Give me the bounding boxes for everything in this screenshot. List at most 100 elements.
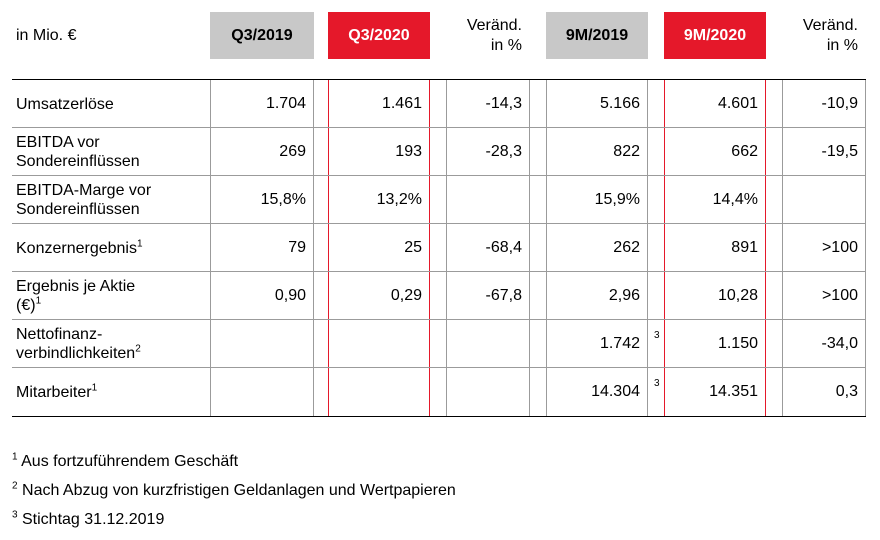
cell-9m-2019: 5.166: [599, 95, 640, 112]
cell-9m-2020: 891: [731, 239, 758, 256]
cell-q3-2019: 79: [288, 239, 306, 256]
cell-q3-2019: 0,90: [274, 287, 306, 304]
cell-q3-2020: [328, 320, 430, 368]
row-label-line2: Sondereinflüssen: [16, 153, 140, 170]
row-label-line1: Ergebnis je Aktie: [16, 278, 136, 295]
cell-q3-2019: 269: [279, 143, 306, 160]
footnote-2: 2 Nach Abzug von kurzfristigen Geldanlag…: [12, 481, 456, 500]
row-divider: [12, 175, 866, 176]
row-label-text: Mitarbeiter1: [16, 383, 97, 402]
row-label-line2-wrap: verbindlichkeiten2: [16, 344, 141, 363]
row-label-line1: Konzernergebnis: [16, 239, 137, 257]
row-label-line1: Nettofinanz-: [16, 326, 103, 343]
cell-9m-2020: 10,28: [717, 287, 758, 304]
header-q3-2020: Q3/2020: [328, 12, 430, 59]
cell-9m-2020: 662: [731, 143, 758, 160]
cell-q3-2020: 13,2%: [376, 191, 422, 208]
footnote-mark: 3: [654, 378, 660, 389]
cell-q3-2019: 1.704: [265, 95, 306, 112]
unit-label: in Mio. €: [16, 26, 77, 44]
header-change-9m-line2: in %: [826, 36, 858, 54]
header-q3-2019: Q3/2019: [210, 12, 314, 59]
cell-q3-2020: 1.461: [381, 95, 422, 112]
header-change-9m: Veränd. in %: [782, 12, 866, 59]
row-label-nettofinanzverbindlichkeiten: Nettofinanz- verbindlichkeiten2: [16, 320, 206, 368]
row-label-konzernergebnis: Konzernergebnis1: [16, 224, 206, 272]
row-label-line2: Sondereinflüssen: [16, 201, 140, 218]
row-divider: [12, 367, 866, 368]
cell-change-9m: -19,5: [821, 143, 858, 160]
column-frame-q3-2019: [210, 80, 314, 417]
footnote-1: 1 Aus fortzuführendem Geschäft: [12, 452, 238, 471]
cell-q3-2020: [328, 368, 430, 416]
cell-9m-2020: 1.150: [717, 335, 758, 352]
row-label-text: Umsatzerlöse: [16, 95, 114, 113]
cell-9m-2020: 14.351: [709, 383, 758, 400]
cell-9m-2019: 15,9%: [594, 191, 640, 208]
row-divider: [12, 223, 866, 224]
footnote-text: Aus fortzuführendem Geschäft: [17, 453, 239, 470]
cell-change-q3: -68,4: [485, 239, 522, 256]
footnote-mark: 3: [654, 330, 660, 341]
footnote-text: Stichtag 31.12.2019: [17, 511, 165, 528]
cell-q3-2020: 193: [395, 143, 422, 160]
header-change-q3: Veränd. in %: [446, 12, 530, 59]
cell-q3-2020: 25: [404, 239, 422, 256]
row-label-line1: Mitarbeiter: [16, 383, 92, 401]
table-top-rule: [12, 79, 866, 80]
cell-9m-2019: 14.304: [591, 383, 640, 400]
cell-9m-2019: 2,96: [608, 287, 640, 304]
table-bottom-rule: [12, 416, 866, 417]
footnote-number: 1: [12, 451, 18, 463]
column-frame-change-q3: [446, 80, 530, 417]
footnote-ref: 1: [136, 238, 143, 250]
cell-9m-2019: 822: [613, 143, 640, 160]
row-label-line2: (€): [16, 297, 36, 314]
cell-q3-2019: [210, 368, 314, 416]
cell-change-9m: -34,0: [821, 335, 858, 352]
footnote-number: 2: [12, 480, 18, 492]
cell-change-9m: >100: [821, 239, 858, 256]
cell-9m-2020: 14,4%: [712, 191, 758, 208]
cell-q3-2019: [210, 320, 314, 368]
column-frame-change-9m: [782, 80, 866, 417]
row-label-mitarbeiter: Mitarbeiter1: [16, 368, 206, 416]
header-change-9m-line1: Veränd.: [802, 16, 858, 34]
footnote-ref: 1: [91, 382, 98, 394]
row-divider: [12, 127, 866, 128]
row-label-ergebnis-je-aktie: Ergebnis je Aktie (€)1: [16, 272, 206, 320]
cell-change-9m: 0,3: [835, 383, 858, 400]
header-change-q3-line1: Veränd.: [466, 16, 522, 34]
row-label-line2-wrap: (€)1: [16, 296, 41, 315]
cell-change-q3: -67,8: [485, 287, 522, 304]
row-label-umsatzerloese: Umsatzerlöse: [16, 80, 206, 128]
header-9m-2020: 9M/2020: [664, 12, 766, 59]
cell-change-q3: -28,3: [485, 143, 522, 160]
row-label-ebitda-marge: EBITDA-Marge vor Sondereinflüssen: [16, 176, 206, 224]
header-9m-2019: 9M/2019: [546, 12, 648, 59]
cell-q3-2020: 0,29: [390, 287, 422, 304]
cell-change-9m: >100: [821, 287, 858, 304]
row-label-ebitda: EBITDA vor Sondereinflüssen: [16, 128, 206, 176]
cell-9m-2020: 4.601: [717, 95, 758, 112]
cell-change-q3: [446, 368, 530, 416]
column-frame-q3-2020: [328, 80, 430, 417]
footnote-number: 3: [12, 509, 18, 521]
row-label-line2: verbindlichkeiten: [16, 345, 136, 362]
footnote-3: 3 Stichtag 31.12.2019: [12, 510, 164, 529]
column-frame-9m-2019: [546, 80, 648, 417]
cell-change-9m: [782, 176, 866, 224]
cell-change-q3: -14,3: [485, 95, 522, 112]
cell-q3-2019: 15,8%: [260, 191, 306, 208]
cell-change-q3: [446, 176, 530, 224]
header-change-q3-line2: in %: [490, 36, 522, 54]
cell-9m-2019: 1.742: [599, 335, 640, 352]
row-label-text: Konzernergebnis1: [16, 239, 143, 258]
row-label-line1: EBITDA-Marge vor: [16, 182, 152, 199]
footnote-ref: 2: [135, 343, 141, 355]
cell-9m-2019: 262: [613, 239, 640, 256]
footnote-text: Nach Abzug von kurzfristigen Geldanlagen…: [17, 482, 456, 499]
footnote-ref: 1: [35, 295, 42, 307]
column-frame-9m-2020: [664, 80, 766, 417]
cell-change-9m: -10,9: [821, 95, 858, 112]
